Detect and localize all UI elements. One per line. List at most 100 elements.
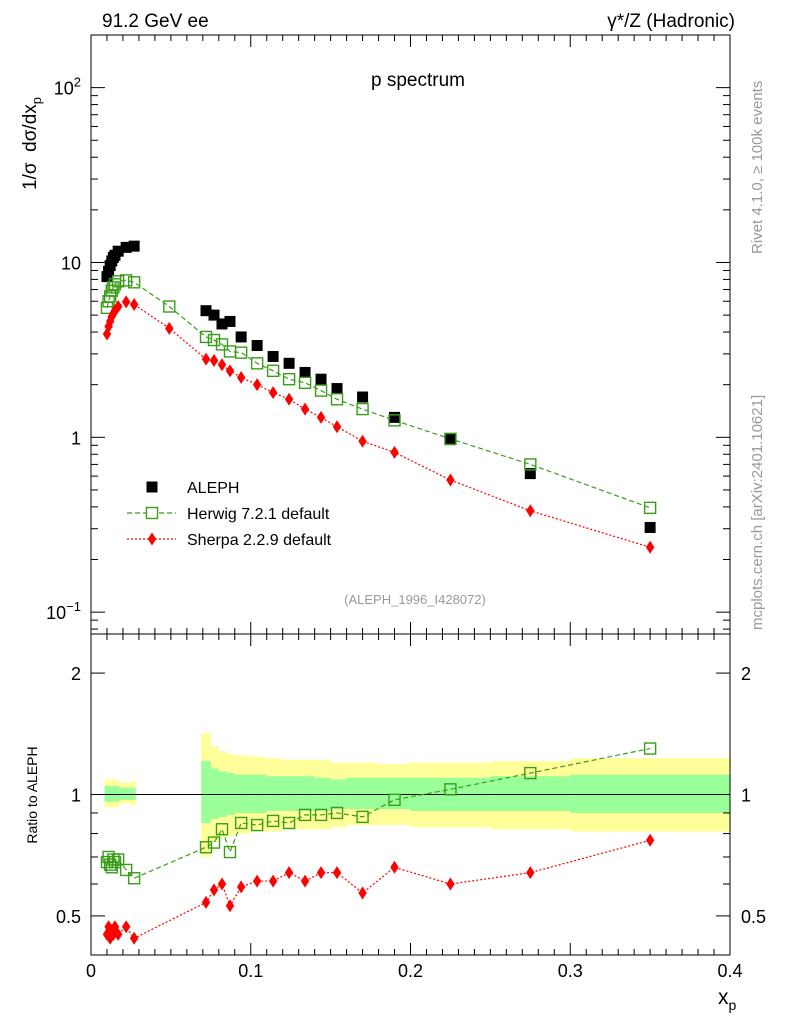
ratio-sherpa-point <box>105 931 115 945</box>
x-axis-label: xp <box>718 986 737 1013</box>
y-axis-label-bottom: Ratio to ALEPH <box>24 746 40 843</box>
ratio-herwig-point <box>250 818 264 832</box>
ratio-herwig-point <box>266 814 280 828</box>
x-tick-label: 0 <box>86 961 96 981</box>
top-aleph-point <box>200 305 212 317</box>
chart-title: p spectrum <box>371 70 465 91</box>
y-tick-label-top: 10−1 <box>46 599 81 623</box>
ratio-sherpa-point <box>201 895 211 909</box>
x-tick-label: 0.3 <box>558 961 583 981</box>
top-aleph-point <box>103 265 115 277</box>
ratio-band-inner <box>104 785 119 802</box>
top-sherpa-point <box>446 473 455 487</box>
y-tick-label-top: 10 <box>61 253 81 273</box>
top-herwig-point <box>330 393 344 406</box>
ratio-herwig-point <box>234 816 248 830</box>
top-herwig-point <box>105 284 118 297</box>
ratio-sherpa-point <box>121 920 131 934</box>
top-herwig-point <box>314 384 328 397</box>
ratio-sherpa-point <box>113 927 123 941</box>
top-sherpa-point <box>121 295 131 309</box>
top-herwig-point <box>266 364 280 378</box>
watermark: (ALEPH_1996_I428072) <box>344 592 486 607</box>
top-herwig-point <box>119 274 133 287</box>
ratio-band-inner <box>490 776 571 812</box>
legend-sherpa-marker <box>147 532 157 546</box>
top-aleph-point <box>644 521 656 533</box>
top-sherpa-point <box>236 370 246 384</box>
top-herwig-point <box>298 376 312 390</box>
top-aleph-point <box>208 309 220 321</box>
top-sherpa-point <box>252 378 262 392</box>
ratio-band-inner <box>210 768 219 819</box>
top-aleph-point <box>216 318 228 330</box>
ratio-herwig-point <box>524 766 537 780</box>
header-left: 91.2 GeV ee <box>102 11 209 32</box>
ratio-band-inner <box>250 774 267 813</box>
ratio-sherpa-point <box>225 899 235 913</box>
top-herwig-point <box>250 357 264 370</box>
ratio-sherpa-point <box>252 874 262 888</box>
top-aleph-point <box>331 383 343 395</box>
top-aleph-point <box>283 357 295 369</box>
top-sherpa-point <box>102 327 112 341</box>
ratio-sherpa-point <box>446 877 455 891</box>
ratio-sherpa-point <box>526 866 535 880</box>
ratio-sherpa-point <box>300 874 310 888</box>
top-sherpa-point <box>113 300 123 314</box>
side-text-top: Rivet 4.1.0, ≥ 100k events <box>749 81 766 254</box>
legend-herwig-marker <box>145 506 159 520</box>
ratio-sherpa-point <box>109 927 118 941</box>
ratio-herwig-point <box>223 845 237 859</box>
ratio-herwig-point <box>207 836 221 849</box>
ratio-herwig-point <box>356 810 369 824</box>
top-herwig-point <box>207 333 221 347</box>
ratio-sherpa-point <box>316 866 326 880</box>
ratio-herwig-point <box>127 872 141 885</box>
top-aleph-point <box>524 468 536 480</box>
svg-text:1/σ dσ/dxp: 1/σ dσ/dxp <box>20 97 44 190</box>
y-tick-label-bottom-left: 2 <box>71 664 81 684</box>
ratio-sherpa-point <box>102 927 112 941</box>
y-tick-label-bottom-left: 0.5 <box>56 907 81 927</box>
top-sherpa-point <box>284 392 294 406</box>
top-sherpa-point <box>225 364 235 378</box>
ratio-sherpa-point <box>358 886 367 900</box>
top-sherpa-point <box>645 540 655 554</box>
y-tick-label-top: 102 <box>54 75 81 99</box>
ratio-band-inner <box>201 761 211 823</box>
top-sherpa-point <box>217 358 227 372</box>
top-herwig-point <box>356 402 369 416</box>
ratio-band-inner <box>130 787 136 800</box>
header-right: γ*/Z (Hadronic) <box>607 11 735 32</box>
y-tick-label-bottom-left: 1 <box>71 786 81 806</box>
top-aleph-point <box>267 350 279 362</box>
y-tick-label-bottom-right: 1 <box>741 786 751 806</box>
legend-herwig-label: Herwig 7.2.1 default <box>187 506 330 523</box>
x-tick-label: 0.1 <box>238 961 263 981</box>
legend-aleph-marker <box>146 481 158 493</box>
top-sherpa-point <box>390 445 399 459</box>
top-sherpa-point <box>332 420 342 434</box>
ratio-herwig-point <box>215 823 229 836</box>
top-aleph-point <box>315 373 327 385</box>
ratio-sherpa-point <box>268 874 278 888</box>
top-herwig-point <box>524 458 537 471</box>
top-herwig-point <box>444 432 457 446</box>
ratio-sherpa-point <box>284 866 294 880</box>
top-herwig-point <box>234 346 248 359</box>
ratio-sherpa-point <box>390 860 399 874</box>
ratio-band-inner <box>234 774 251 813</box>
x-tick-label: 0.4 <box>717 961 742 981</box>
top-herwig-point <box>388 414 401 427</box>
top-sherpa-point <box>358 434 367 448</box>
ratio-herwig-point <box>314 808 328 822</box>
top-aleph-point <box>251 340 263 352</box>
top-aleph-point <box>112 245 124 257</box>
ratio-herwig-point <box>119 863 133 877</box>
ratio-sherpa-point <box>236 880 246 894</box>
top-aleph-point <box>357 391 369 403</box>
y-tick-label-bottom-right: 2 <box>741 664 751 684</box>
ratio-band-inner <box>570 774 730 813</box>
top-herwig-point <box>282 372 296 386</box>
